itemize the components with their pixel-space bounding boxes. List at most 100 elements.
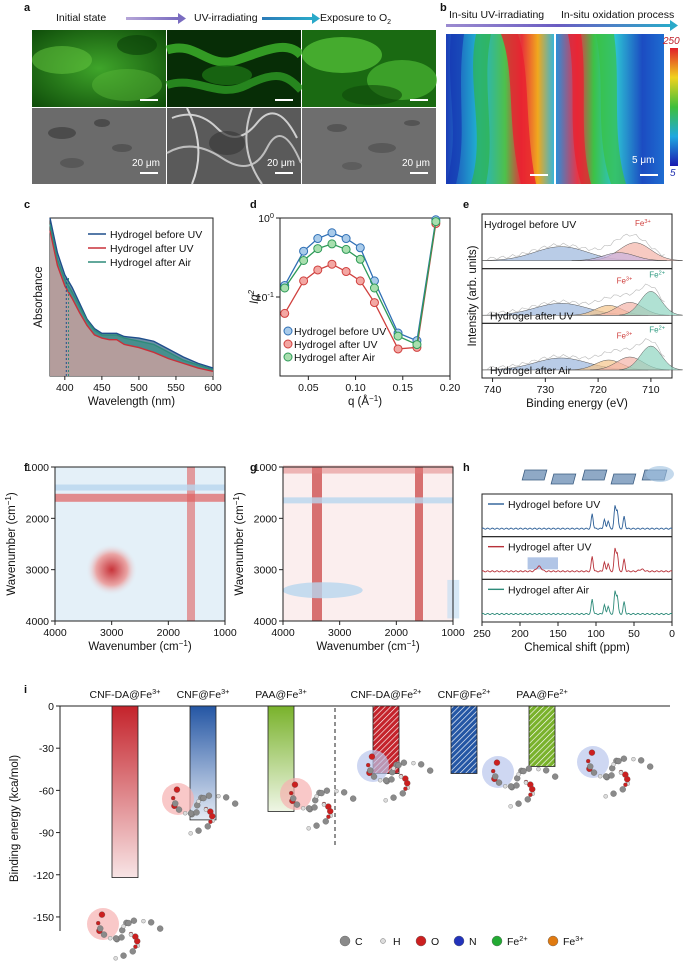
atom [368, 753, 376, 760]
atom [141, 919, 146, 924]
atom [536, 767, 541, 772]
atom [125, 919, 132, 927]
panel-letter-g: g [250, 462, 257, 474]
nmr-spectrum [481, 547, 673, 573]
x-axis-label: Wavenumber (cm−1) [316, 639, 420, 654]
x-tick-label: 100 [587, 628, 605, 640]
atom [322, 818, 329, 825]
highlight [646, 466, 674, 482]
x-tick-label: 2000 [157, 627, 181, 639]
data-point [412, 340, 422, 350]
atom [399, 790, 406, 797]
atom [326, 814, 331, 819]
molecule-cluster [280, 778, 357, 831]
legend-label: Fe2+ [507, 934, 528, 949]
atom [314, 794, 319, 799]
y-tick-label: 3000 [254, 565, 278, 577]
xps-chart: Hydrogel before UV Fe3+ Hydrogel after UV F… [467, 213, 683, 410]
atom [175, 806, 183, 813]
atom [491, 768, 496, 774]
correlation-peak [85, 543, 138, 596]
y-tick-label: -150 [33, 912, 54, 924]
atom [543, 767, 550, 774]
atom [492, 773, 499, 780]
data-point [341, 234, 351, 244]
legend-atom [491, 935, 503, 947]
atom [193, 809, 200, 816]
atom [610, 790, 617, 797]
state-label-o2: Exposure to O2 [320, 12, 392, 27]
data-point [393, 331, 403, 341]
correlation-band [55, 493, 225, 502]
fe3-annotation: Fe3+ [617, 277, 633, 286]
atom [118, 934, 125, 941]
y-tick-label-top: 100 [258, 211, 274, 226]
2d-correlation-synchronous: 4000 3000 2000 1000 1000 2000 3000 4000 Wavenumb… [4, 462, 237, 654]
atom [529, 786, 536, 793]
atom [311, 804, 318, 811]
atom [382, 777, 390, 784]
nmr-series-label: Hydrogel after UV [508, 542, 591, 554]
colorbar [670, 48, 678, 166]
binding-energy-chart: 0 -30 -60 -90 -120 -150 Binding energy (kca/mo… [9, 687, 670, 961]
data-point [280, 283, 290, 293]
panel-letter-d: d [250, 199, 257, 211]
atom [370, 773, 378, 780]
panel-letter-i: i [24, 684, 28, 696]
x-tick-label: 250 [473, 628, 491, 640]
ring [521, 469, 548, 481]
x-axis-label: Chemical shift (ppm) [524, 642, 630, 654]
y-axis-label: Wavenumber (cm−1) [4, 492, 19, 596]
legend-atom [453, 935, 465, 947]
data-point [369, 283, 379, 293]
legend-label: O [431, 936, 439, 948]
panel-letter-f: f [24, 462, 28, 474]
correlation-band [283, 497, 453, 504]
nmr-series-label: Hydrogel before UV [508, 499, 600, 511]
line-hydrogel-after-uv [49, 230, 214, 372]
atom [516, 772, 521, 777]
nmr-series-label: Hydrogel after Air [508, 584, 590, 596]
plot-frame [282, 466, 454, 622]
state-label-uv: UV-irradiating [194, 12, 258, 24]
line-hydrogel-before-uv [49, 217, 214, 369]
data-point [313, 244, 323, 254]
nmr-subplot [481, 578, 673, 623]
atom [624, 776, 631, 783]
atom [587, 763, 594, 770]
x-tick-label: 550 [167, 382, 185, 394]
atom [133, 944, 138, 949]
category-label: CNF@Fe2+ [438, 687, 491, 702]
atom [378, 778, 383, 783]
atom [383, 798, 388, 803]
atom [515, 800, 522, 807]
data-point [327, 259, 337, 269]
atom [513, 782, 520, 789]
in-situ-map-uv [446, 34, 554, 184]
x-axis-label: Wavenumber (cm−1) [88, 639, 192, 654]
atom [157, 925, 164, 932]
data-point [299, 255, 309, 265]
atom [611, 762, 616, 767]
atom [388, 776, 395, 783]
legend-label: Hydrogel after Air [294, 352, 376, 364]
xps-raw [487, 338, 665, 370]
data-point [299, 276, 309, 286]
atom [341, 789, 348, 796]
legend-marker [283, 352, 293, 362]
data-point [327, 239, 337, 249]
y-axis-label: Absorbance [33, 266, 45, 327]
fe2-annotation: Fe2+ [649, 325, 665, 334]
data-point [355, 276, 365, 286]
atom [293, 801, 301, 808]
atom [602, 773, 610, 780]
panel-letter-c: c [24, 199, 31, 211]
atom [391, 766, 396, 771]
category-label: PAA@Fe3+ [255, 687, 307, 702]
x-tick-label: 1000 [213, 627, 237, 639]
atom [603, 794, 608, 799]
line-hydrogel-after-air [49, 224, 214, 371]
glow [482, 756, 514, 788]
data-point [280, 308, 290, 318]
fluorescence-image-initial [32, 30, 166, 107]
